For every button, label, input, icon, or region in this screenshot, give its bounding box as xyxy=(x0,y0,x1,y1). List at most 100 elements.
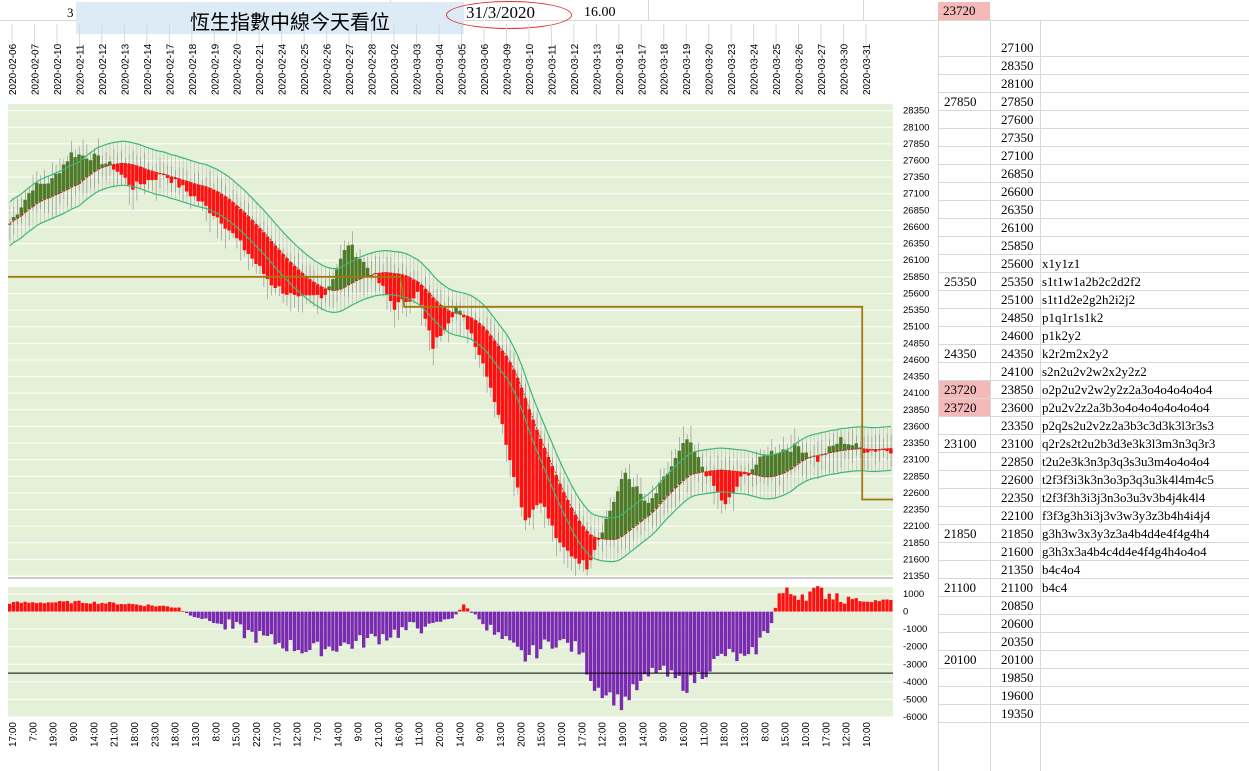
oscillator-bar xyxy=(311,611,316,644)
table-row-line xyxy=(938,614,1249,615)
price-bar xyxy=(69,152,74,188)
oscillator-bar xyxy=(827,593,831,612)
time-tick-label: 18:00 xyxy=(130,722,141,747)
price-bar xyxy=(146,169,150,181)
time-tick-label: 21:00 xyxy=(110,722,121,747)
price-bar xyxy=(619,479,624,537)
price-bar xyxy=(404,275,408,302)
oscillator-bar xyxy=(431,611,435,623)
oscillator-bar xyxy=(669,611,674,671)
price-bar xyxy=(315,284,320,295)
oscillator-bar xyxy=(365,611,370,639)
price-bar xyxy=(881,448,885,450)
table-price-cell: 22600 xyxy=(1001,472,1034,487)
price-bar xyxy=(769,450,774,477)
time-tick-label: 18:00 xyxy=(720,722,731,747)
table-level-cell: 20100 xyxy=(944,652,977,667)
price-bar xyxy=(731,471,735,493)
oscillator-bar xyxy=(700,611,704,679)
oscillator-bar xyxy=(196,611,200,618)
oscillator-bar xyxy=(781,593,785,612)
date-tick-label: 2020-02-24 xyxy=(278,43,289,95)
price-bar xyxy=(454,306,458,314)
price-bar xyxy=(342,250,347,288)
table-profile-cell: t2u2e3k3n3p3q3s3u3m4o4o4o4 xyxy=(1042,454,1210,469)
oscillator-bar xyxy=(716,611,720,657)
price-bar xyxy=(654,493,658,509)
oscillator-bar xyxy=(835,593,839,612)
oscillator-bar xyxy=(338,611,343,646)
time-tick-label: 15:00 xyxy=(781,722,792,747)
table-row-line xyxy=(938,128,1249,129)
date-tick-label: 2020-03-05 xyxy=(457,43,468,95)
oscillator-bar xyxy=(446,611,450,620)
table-profile-cell: b4c4o4 xyxy=(1042,562,1081,577)
price-bar xyxy=(546,456,551,519)
oscillator-bar xyxy=(150,605,154,612)
oscillator-bar xyxy=(658,611,662,671)
price-bar xyxy=(100,164,104,168)
price-bar xyxy=(154,172,158,180)
oscillator-bar xyxy=(119,604,123,612)
table-row-line xyxy=(938,542,1249,543)
time-tick-label: 14:00 xyxy=(333,722,344,747)
price-bar xyxy=(335,269,339,291)
oscillator-bar xyxy=(739,611,743,654)
price-bar xyxy=(542,447,547,507)
table-price-cell: 21600 xyxy=(1001,544,1034,559)
oscillator-bar xyxy=(539,611,543,650)
price-bar xyxy=(412,279,416,299)
price-bar xyxy=(431,297,435,349)
price-bar xyxy=(515,377,520,488)
oscillator-bar xyxy=(269,611,273,635)
table-row-line xyxy=(938,416,1249,417)
price-bar xyxy=(512,369,516,477)
price-bar xyxy=(381,272,385,286)
oscillator-bar xyxy=(235,611,239,623)
time-tick-label: 19:00 xyxy=(618,722,629,747)
price-bar xyxy=(562,492,566,548)
price-bar xyxy=(792,443,797,467)
price-bar xyxy=(889,448,893,454)
oscillator-bar xyxy=(354,611,358,641)
oscillator-bar xyxy=(285,611,289,652)
price-bar xyxy=(450,312,454,318)
price-bar xyxy=(550,465,554,526)
oscillator-bar xyxy=(877,601,881,612)
oscillator-bar xyxy=(816,586,820,612)
table-price-cell: 22350 xyxy=(1001,490,1034,505)
date-tick-label: 2020-02-19 xyxy=(210,43,221,95)
oscillator-bars xyxy=(8,586,893,711)
price-bar xyxy=(527,409,531,518)
price-bar xyxy=(323,288,327,295)
price-bar xyxy=(785,450,789,472)
price-bar xyxy=(696,457,701,473)
oscillator-bar xyxy=(573,611,577,642)
date-tick-label: 2020-02-18 xyxy=(188,43,199,95)
oscillator-bar xyxy=(396,611,400,638)
price-tick-label: 26600 xyxy=(903,222,929,233)
oscillator-bar xyxy=(46,602,50,612)
oscillator-axis-ticks: 1000 0 -1000 -2000 -3000 -4000 -5000 -6000 xyxy=(903,589,927,723)
oscillator-bar xyxy=(639,611,643,681)
price-bar xyxy=(188,182,193,197)
price-bar xyxy=(442,307,447,331)
price-bar xyxy=(873,449,878,452)
time-tick-label: 9:00 xyxy=(69,722,80,742)
table-price-cell: 20600 xyxy=(1001,616,1034,631)
oscillator-tick-label: -4000 xyxy=(903,677,927,688)
price-bar xyxy=(131,164,135,190)
oscillator-bar xyxy=(477,611,481,620)
oscillator-bar xyxy=(858,601,862,612)
oscillator-bar xyxy=(481,611,485,625)
price-bar xyxy=(773,453,778,477)
oscillator-bar xyxy=(585,611,589,675)
price-bar xyxy=(134,165,139,182)
oscillator-bar xyxy=(654,611,658,674)
price-bar xyxy=(238,208,243,241)
oscillator-bar xyxy=(346,611,350,645)
price-bar xyxy=(531,419,535,510)
time-tick-label: 17:00 xyxy=(8,722,19,747)
date-tick-label: 2020-02-21 xyxy=(255,43,266,95)
table-profile-cell: s1t1w1a2b2c2d2f2 xyxy=(1042,274,1141,289)
